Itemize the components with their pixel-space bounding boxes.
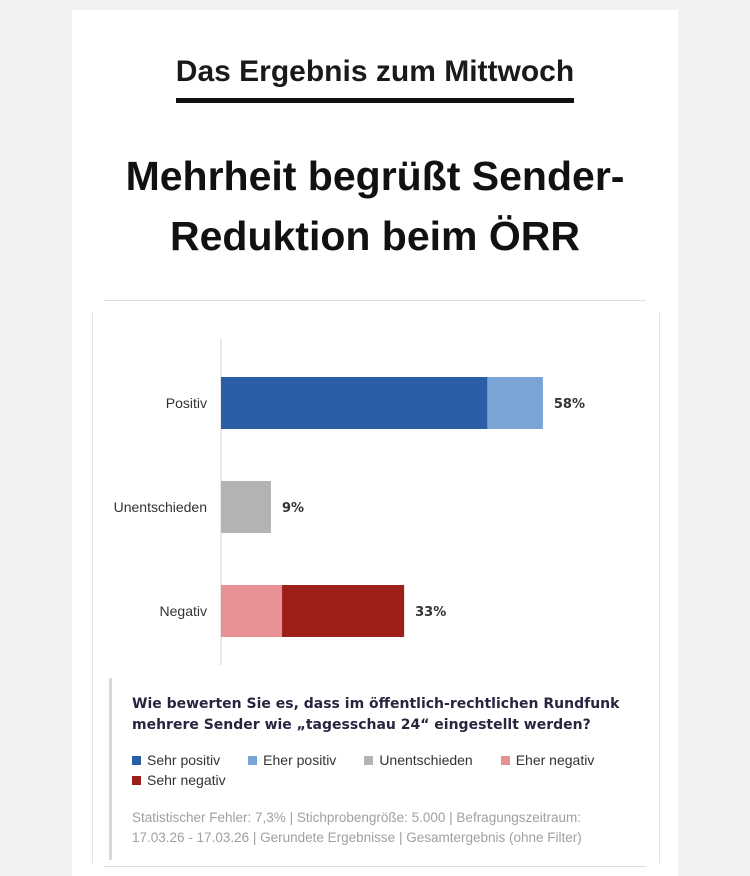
kicker: Das Ergebnis zum Mittwoch [72,52,678,103]
legend: Sehr positiv Eher positiv Unentschieden Ehe… [132,750,642,790]
data-label: 9% [282,501,304,516]
legend-label: Sehr positiv [147,752,221,768]
legend-item: Sehr positiv [132,750,220,770]
article-card: Das Ergebnis zum Mittwoch Mehrheit begrü… [72,10,678,876]
legend-swatch [500,755,510,765]
footnote: Statistischer Fehler: 7,3% | Stichproben… [132,808,642,848]
bottom-divider [104,866,646,867]
legend-swatch [132,755,141,765]
kicker-text: Das Ergebnis zum Mittwoch [175,52,575,103]
chart-frame: Positiv 58% Unentschieden 9% Negativ 33% Wie … [92,313,660,863]
bar-segment [221,377,488,429]
bar-segment [221,585,283,637]
bar-segment [487,377,543,429]
legend-swatch [364,755,374,765]
category-label: Unentschieden [114,499,207,515]
legend-item: Unentschieden [364,750,473,770]
footnote-line-2: 17.03.26 - 17.03.26 | Gerundete Ergebnis… [132,830,582,845]
bar-segment [282,585,405,637]
legend-label: Eher positiv [263,752,337,768]
category-label: Negativ [160,603,207,619]
bar-segment [221,481,271,533]
data-label: 58% [554,397,585,412]
headline-line-2: Reduktion beim ÖRR [169,213,581,259]
data-label: 33% [415,605,446,620]
bar-chart: Positiv 58% Unentschieden 9% Negativ 33% [114,339,585,665]
legend-label: Unentschieden [379,752,473,768]
headline-line-1: Mehrheit begrüßt Sender- [125,153,625,199]
category-label: Positiv [166,395,207,411]
legend-item: Sehr negativ [132,770,226,790]
legend-box: Wie bewerten Sie es, dass im öffentlich-… [109,678,649,860]
headline: Mehrheit begrüßt Sender- Reduktion beim … [82,146,668,266]
legend-swatch [248,755,258,765]
footnote-line-1: Statistischer Fehler: 7,3% | Stichproben… [132,810,581,825]
survey-question: Wie bewerten Sie es, dass im öffentlich-… [132,696,620,733]
legend-swatch [132,775,141,785]
legend-label: Sehr negativ [147,772,226,788]
legend-item: Eher negativ [500,750,595,770]
legend-item: Eher positiv [248,750,336,770]
top-divider [104,300,646,301]
legend-label: Eher negativ [515,752,595,768]
